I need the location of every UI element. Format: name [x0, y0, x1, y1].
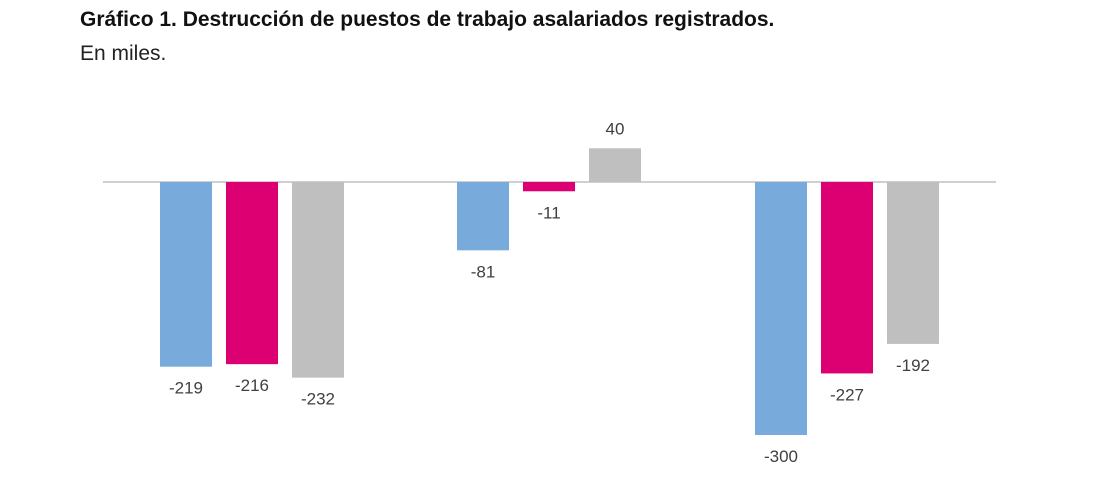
data-label-series3-group1: -232: [301, 390, 335, 409]
data-label-series1-group2: -81: [471, 262, 496, 281]
bars-group: [160, 148, 939, 435]
chart-subtitle: En miles.: [80, 42, 167, 65]
bar-series1-group3: [755, 182, 807, 435]
data-label-series2-group1: -216: [235, 376, 269, 395]
chart-title: Gráfico 1. Destrucción de puestos de tra…: [80, 8, 775, 31]
data-label-series2-group3: -227: [830, 385, 864, 404]
bar-series2-group2: [523, 182, 575, 192]
bar-series2-group1: [226, 182, 278, 365]
data-label-series3-group2: 40: [606, 119, 625, 138]
data-label-series1-group3: -300: [764, 447, 798, 466]
bar-series1-group1: [160, 182, 212, 367]
bar-series2-group3: [821, 182, 873, 374]
data-labels-group: -219 -216 -232 -81 -11 40 -300 -227 -192: [169, 119, 930, 466]
data-label-series1-group1: -219: [169, 379, 203, 398]
data-label-series3-group3: -192: [896, 356, 930, 375]
bar-series1-group2: [457, 182, 509, 251]
bar-series3-group3: [887, 182, 939, 344]
bar-series3-group1: [292, 182, 344, 378]
bar-series3-group2: [589, 148, 641, 182]
data-label-series2-group2: -11: [537, 203, 560, 222]
